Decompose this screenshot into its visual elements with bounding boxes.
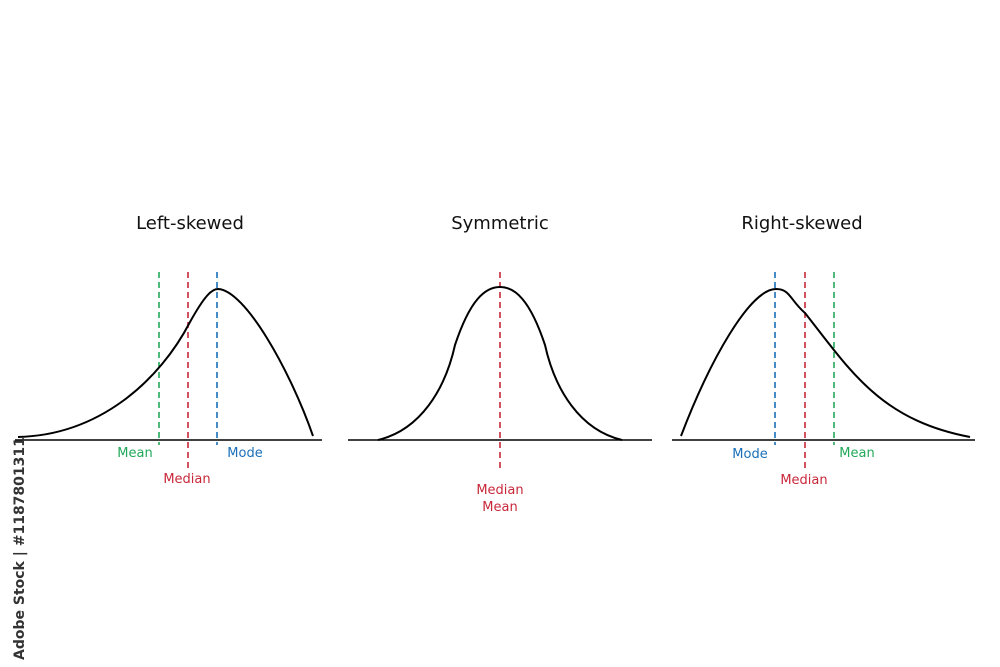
curve [680, 287, 971, 438]
label: Median [476, 483, 523, 498]
panel-title: Symmetric [451, 213, 549, 234]
label: Mode [227, 446, 262, 461]
watermark: Adobe Stock | #1187801311 [12, 437, 28, 660]
label: Mean [482, 500, 517, 515]
panel-title: Right-skewed [741, 213, 862, 234]
panel-title: Left-skewed [136, 213, 244, 234]
label: Mean [117, 446, 152, 461]
label: Mode [732, 447, 767, 462]
label: Mean [839, 446, 874, 461]
curve [377, 285, 623, 441]
label: Median [780, 473, 827, 488]
label: Median [163, 472, 210, 487]
curve [17, 287, 314, 438]
